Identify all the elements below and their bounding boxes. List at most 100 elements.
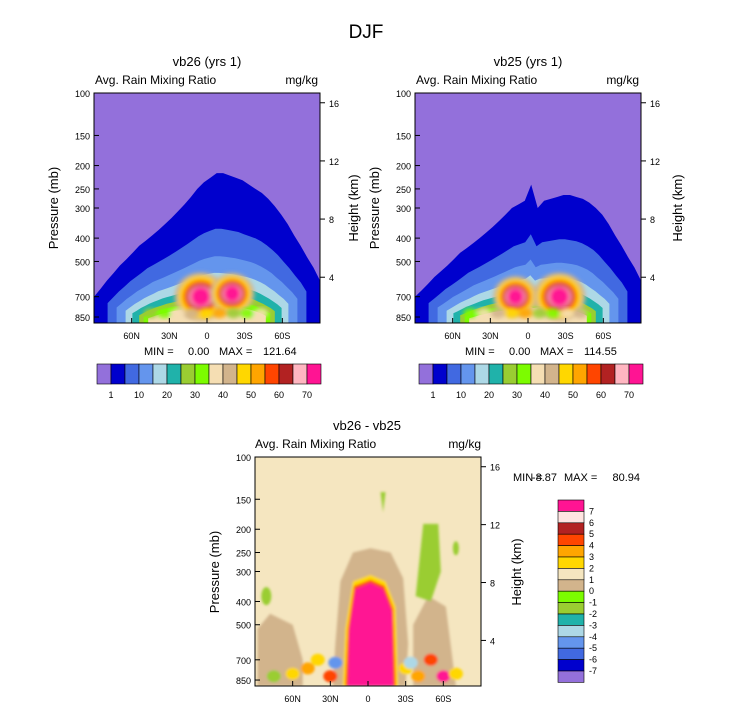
panel-diff-colorbar: 7 65 432 10 -1-2-3 -4-5 -6-7 bbox=[557, 499, 597, 683]
panel-vb26-subtitle-right: mg/kg bbox=[285, 73, 318, 87]
colorbar-label: 60 bbox=[596, 390, 606, 400]
colorbar-swatch bbox=[180, 363, 196, 385]
colorbar-swatch bbox=[418, 363, 434, 385]
y-right-tick-label: 8 bbox=[650, 215, 655, 225]
colorbar-label: -3 bbox=[589, 620, 597, 630]
y-tick-label: 300 bbox=[75, 204, 90, 214]
colorbar-swatch bbox=[544, 363, 560, 385]
colorbar-swatch bbox=[557, 499, 585, 512]
panel-diff-subtitle-left: Avg. Rain Mixing Ratio bbox=[255, 437, 376, 451]
colorbar-label: 10 bbox=[456, 390, 466, 400]
panel-vb26-min-label: MIN = bbox=[144, 346, 174, 358]
panel-diff-ylabel-right: Height (km) bbox=[509, 538, 524, 605]
colorbar-label: 6 bbox=[589, 518, 594, 528]
panel-diff: vb26 - vb25 Avg. Rain Mixing Ratio mg/kg… bbox=[207, 418, 640, 704]
colorbar-label: 7 bbox=[589, 506, 594, 516]
colorbar-label: 10 bbox=[134, 390, 144, 400]
colorbar-label: 40 bbox=[218, 390, 228, 400]
core-1-ring-6 bbox=[223, 285, 241, 303]
colorbar-swatch bbox=[516, 363, 532, 385]
diff-green-far bbox=[452, 541, 459, 556]
colorbar-label: 20 bbox=[484, 390, 494, 400]
panel-vb25-max-value: 114.55 bbox=[584, 346, 617, 358]
panel-vb26-title: vb26 (yrs 1) bbox=[173, 54, 242, 69]
colorbar-swatch bbox=[278, 363, 294, 385]
colorbar-label: 50 bbox=[568, 390, 578, 400]
colorbar-swatch bbox=[222, 363, 238, 385]
x-tick-label: 30S bbox=[558, 331, 574, 341]
colorbar-label: 30 bbox=[512, 390, 522, 400]
panel-vb25-max-label: MAX = bbox=[540, 346, 573, 358]
colorbar-swatch bbox=[628, 363, 644, 385]
panel-vb26-ylabel-right: Height (km) bbox=[346, 174, 361, 241]
y-tick-label: 250 bbox=[236, 548, 251, 558]
band-blob bbox=[184, 308, 199, 319]
figure-title: DJF bbox=[349, 22, 384, 43]
colorbar-swatch bbox=[306, 363, 322, 385]
colorbar-swatch bbox=[614, 363, 630, 385]
diff-shading bbox=[257, 492, 463, 686]
y-tick-label: 150 bbox=[396, 131, 411, 141]
y-tick-label: 250 bbox=[75, 185, 90, 195]
colorbar-label: 1 bbox=[430, 390, 435, 400]
colorbar-label: 20 bbox=[162, 390, 172, 400]
panel-vb25-subtitle-right: mg/kg bbox=[606, 73, 639, 87]
colorbar-swatch bbox=[432, 363, 448, 385]
diff-green-sh bbox=[415, 523, 441, 602]
x-tick-label: 0 bbox=[525, 331, 530, 341]
y-tick-label: 400 bbox=[396, 234, 411, 244]
colorbar-label: -1 bbox=[589, 598, 597, 608]
colorbar-swatch bbox=[166, 363, 182, 385]
colorbar-swatch bbox=[236, 363, 252, 385]
band-blob bbox=[490, 308, 505, 319]
band-blob bbox=[157, 308, 172, 319]
diff-spot-7 bbox=[436, 670, 451, 683]
y-right-tick-label: 4 bbox=[329, 273, 334, 283]
colorbar-swatch bbox=[557, 568, 585, 581]
y-tick-label: 300 bbox=[236, 568, 251, 578]
colorbar-swatch bbox=[474, 363, 490, 385]
y-right-tick-label: 16 bbox=[650, 99, 660, 109]
colorbar-label: 2 bbox=[589, 563, 594, 573]
y-tick-label: 250 bbox=[396, 185, 411, 195]
panel-diff-ylabel: Pressure (mb) bbox=[207, 531, 222, 613]
colorbar-swatch bbox=[138, 363, 154, 385]
band-blob bbox=[212, 308, 227, 319]
panel-diff-axes: 100 150 200 250 300 400 500 700 850 16 12 8 4 60N 30N 0… bbox=[236, 453, 500, 704]
panel-vb25-subtitle-left: Avg. Rain Mixing Ratio bbox=[416, 73, 537, 87]
colorbar-swatch bbox=[208, 363, 224, 385]
y-tick-label: 100 bbox=[75, 89, 90, 99]
band-blob bbox=[463, 308, 478, 319]
panel-vb26-axes: 100 150 200 250 300 400 500 700 850 16 12 8 4 60N 30N 0… bbox=[75, 89, 339, 341]
colorbar-swatch bbox=[557, 647, 585, 660]
panel-diff-min-label: MIN = bbox=[513, 472, 543, 484]
colorbar-label: 4 bbox=[589, 541, 594, 551]
diff-spot-10 bbox=[328, 656, 343, 669]
y-right-tick-label: 4 bbox=[650, 273, 655, 283]
x-tick-label: 30S bbox=[398, 694, 414, 704]
colorbar-swatch bbox=[558, 363, 574, 385]
x-tick-label: 60S bbox=[274, 331, 290, 341]
cores bbox=[174, 272, 255, 321]
colorbar-label: 1 bbox=[108, 390, 113, 400]
x-tick-label: 60N bbox=[123, 331, 140, 341]
diff-spot-2 bbox=[310, 653, 325, 666]
core-1-ring-6 bbox=[549, 286, 570, 307]
panel-diff-title: vb26 - vb25 bbox=[333, 418, 401, 433]
panel-vb25-colorbar: 1 10 20 30 40 50 60 70 bbox=[418, 363, 644, 400]
panel-vb26-colorbar: 1 10 20 30 40 50 60 70 bbox=[96, 363, 322, 400]
colorbar-swatch bbox=[557, 625, 585, 638]
colorbar-swatch bbox=[96, 363, 112, 385]
colorbar-label: 50 bbox=[246, 390, 256, 400]
y-tick-label: 850 bbox=[236, 676, 251, 686]
x-tick-label: 0 bbox=[204, 331, 209, 341]
colorbar-swatch bbox=[530, 363, 546, 385]
colorbar-swatch bbox=[557, 670, 585, 683]
colorbar-swatch bbox=[557, 636, 585, 649]
colorbar-swatch bbox=[502, 363, 518, 385]
colorbar-swatch bbox=[557, 511, 585, 524]
y-tick-label: 700 bbox=[236, 656, 251, 666]
band-blob bbox=[143, 308, 158, 319]
core-0-ring-6 bbox=[506, 288, 524, 306]
